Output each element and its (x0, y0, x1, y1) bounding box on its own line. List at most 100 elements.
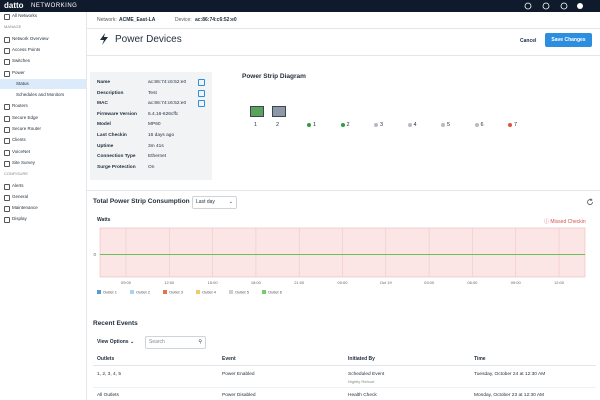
status-dot (474, 123, 479, 127)
save-button[interactable]: Save Changes (545, 33, 592, 47)
power-icon (100, 33, 108, 45)
edit-icon[interactable] (198, 89, 205, 97)
alert-text: Missed Checkin (550, 219, 586, 225)
sidebar: All Networks MANAGE Network Overview Access… (0, 12, 87, 400)
divider (87, 55, 600, 56)
status-dot (508, 123, 512, 127)
nav-item[interactable]: VoiceNet (12, 148, 31, 154)
nav-icon (4, 115, 10, 122)
nav-item[interactable]: Clients (12, 137, 26, 143)
cell: All Outlets (97, 393, 119, 398)
edit-icon[interactable] (198, 100, 205, 108)
product: NETWORKING (31, 2, 78, 9)
nav-icon (4, 217, 10, 224)
info-label: Connection Type (97, 154, 136, 160)
status-dot (441, 123, 445, 127)
edit-icon[interactable] (198, 79, 205, 86)
x-tick-label: 00:00 (337, 280, 348, 285)
nav-item[interactable]: General (12, 193, 29, 199)
nav-item[interactable]: Network Overview (12, 35, 49, 41)
events-title: Recent Events (93, 320, 138, 327)
range-dropdown[interactable]: Last day ⌄ (192, 196, 237, 209)
cell: Power Disabled (222, 393, 256, 398)
legend-swatch (130, 290, 134, 294)
cell: Power Enabled (222, 372, 255, 377)
legend-label: Outlet 5 (235, 290, 250, 295)
nav-item[interactable]: Switches (12, 58, 31, 64)
info-label: Uptime (97, 143, 114, 149)
nav-item[interactable]: All Networks (12, 13, 38, 18)
x-tick-label: 09:00 (121, 280, 132, 285)
divider (87, 190, 600, 191)
nav-item: MANAGE (4, 24, 22, 30)
column-header[interactable]: Time (474, 356, 486, 362)
outlet-label: 7 (514, 122, 518, 128)
port-label: 2 (276, 122, 280, 128)
x-tick-label: 21:00 (294, 280, 305, 285)
x-tick-label: Oct 19 (380, 280, 393, 285)
cancel-button[interactable]: Cancel (520, 38, 537, 44)
info-value: ac:86:74:c6:52:e0 (148, 80, 187, 85)
nav-icon (4, 206, 10, 213)
legend-swatch (229, 290, 233, 294)
column-header: Event (222, 356, 236, 362)
info-value: Test (148, 90, 157, 96)
status-dot (374, 123, 378, 127)
info-value: MP60 (148, 122, 161, 128)
cell: 1, 2, 3, 4, 5 (97, 372, 122, 377)
brand: datto (4, 1, 24, 10)
column-header[interactable]: Outlets (97, 356, 115, 362)
device-select[interactable]: ac:86:74:c6:52:e0 (195, 17, 237, 23)
legend-label: Outlet 3 (169, 290, 184, 295)
network-label: Network: (97, 17, 117, 23)
info-value: 6.4.16-626cffc (148, 111, 179, 117)
info-value: Ethernet (148, 154, 167, 160)
info-value: 16 days ago (148, 133, 175, 138)
nav-icon (4, 160, 10, 167)
view-options[interactable]: View Options ⌄ (97, 339, 135, 345)
nav-item[interactable]: Alerts (12, 182, 24, 188)
context-bar: Network: ACME_East-LA Device: ac:86:74:c… (87, 12, 600, 29)
info-label: MAC (97, 101, 108, 107)
outlet-label: 1 (313, 122, 317, 128)
range-value: Last day (196, 199, 215, 205)
port-icon (250, 106, 264, 117)
nav-item[interactable]: Access Points (12, 46, 41, 52)
nav-item[interactable]: Secure Router (12, 126, 42, 131)
nav-item[interactable]: Maintenance (12, 205, 38, 211)
cell: Health Check (348, 393, 377, 398)
outlet-label: 4 (413, 122, 417, 128)
info-label: Name (97, 80, 111, 85)
x-tick-label: 06:00 (467, 280, 478, 285)
nav-item[interactable]: Secure Edge (12, 114, 39, 120)
x-tick-label: 03:00 (424, 280, 435, 285)
legend-swatch (97, 290, 101, 294)
info-panel: Name ac:86:74:c6:52:e0 Description Test MAC a… (90, 72, 212, 180)
diagram: 1 2 1 2 3 4 5 6 7 (242, 90, 592, 135)
header-rule (93, 365, 596, 366)
refresh-button[interactable] (586, 198, 594, 206)
nav-icon (4, 183, 10, 190)
caret: ⌄ (228, 199, 233, 205)
legend-swatch (196, 290, 200, 294)
port-label: 1 (254, 122, 258, 128)
search-box[interactable]: Search ⚲ (145, 336, 206, 349)
port-icon (272, 106, 286, 117)
network-select[interactable]: ACME_East-LA (119, 17, 156, 23)
nav-item[interactable]: Schedules and Monitors (16, 92, 65, 98)
nav-icon (4, 149, 10, 156)
info-label: Description (97, 90, 124, 96)
page-title: Power Devices (115, 34, 182, 45)
diagram-title: Power Strip Diagram (242, 73, 306, 80)
cell: Scheduled Event (348, 372, 385, 377)
nav-item[interactable]: Site Survey (12, 159, 36, 165)
nav-item[interactable]: Display (12, 216, 27, 222)
status-dot (307, 123, 311, 127)
x-tick-label: 12:00 (554, 280, 565, 285)
legend-swatch (262, 290, 266, 294)
nav-item[interactable]: Status (16, 80, 29, 86)
consumption-title: Total Power Strip Consumption (93, 198, 190, 205)
nav-item[interactable]: Power (12, 69, 25, 75)
axis-label: Watts (97, 217, 111, 223)
nav-item[interactable]: Routers (12, 103, 28, 109)
